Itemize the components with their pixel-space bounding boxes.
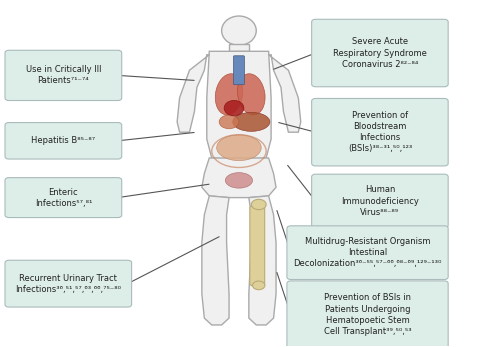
Text: Human
Immunodeficiency
Virus⁸⁸⁻⁸⁹: Human Immunodeficiency Virus⁸⁸⁻⁸⁹ xyxy=(341,185,419,217)
Text: Hepatitis B⁸⁵⁻⁸⁷: Hepatitis B⁸⁵⁻⁸⁷ xyxy=(32,136,96,145)
Text: Use in Critically Ill
Patients⁷¹⁻⁷⁴: Use in Critically Ill Patients⁷¹⁻⁷⁴ xyxy=(26,65,101,85)
Ellipse shape xyxy=(252,199,266,210)
Text: Severe Acute
Respiratory Syndrome
Coronavirus 2⁸²⁻⁸⁴: Severe Acute Respiratory Syndrome Corona… xyxy=(333,37,427,69)
Polygon shape xyxy=(249,196,276,325)
FancyBboxPatch shape xyxy=(250,206,264,286)
Polygon shape xyxy=(202,158,276,197)
Ellipse shape xyxy=(216,135,261,161)
Ellipse shape xyxy=(224,100,244,116)
Ellipse shape xyxy=(233,112,270,131)
FancyBboxPatch shape xyxy=(312,174,448,228)
Text: Prevention of
Bloodstream
Infections
(BSIs)³⁸⁻³¹,⁵⁰,¹²³: Prevention of Bloodstream Infections (BS… xyxy=(348,111,412,153)
Polygon shape xyxy=(177,55,210,132)
FancyBboxPatch shape xyxy=(5,50,121,101)
Polygon shape xyxy=(268,55,301,132)
Polygon shape xyxy=(229,44,249,51)
FancyBboxPatch shape xyxy=(287,226,448,280)
Text: Multidrug-Resistant Organism
Intestinal
Decolonization³⁶⁻⁵⁵,⁵⁷⁻⁶⁶,⁶⁸⁻⁶⁹,¹²⁹⁻¹³⁰: Multidrug-Resistant Organism Intestinal … xyxy=(294,237,442,268)
Ellipse shape xyxy=(219,115,239,129)
Polygon shape xyxy=(202,196,229,325)
FancyBboxPatch shape xyxy=(5,260,132,307)
Ellipse shape xyxy=(226,173,252,188)
Text: Recurrent Urinary Tract
Infections³⁶,⁵¹,⁵⁷,⁶³,⁶⁶,⁷⁵⁻⁸⁰: Recurrent Urinary Tract Infections³⁶,⁵¹,… xyxy=(16,273,122,294)
Ellipse shape xyxy=(238,74,265,115)
Ellipse shape xyxy=(216,74,243,115)
Ellipse shape xyxy=(252,281,265,290)
FancyBboxPatch shape xyxy=(5,122,121,159)
FancyBboxPatch shape xyxy=(312,19,448,87)
FancyBboxPatch shape xyxy=(5,178,121,218)
Ellipse shape xyxy=(222,16,256,45)
FancyBboxPatch shape xyxy=(312,99,448,166)
FancyBboxPatch shape xyxy=(287,281,448,347)
Text: Prevention of BSIs in
Patients Undergoing
Hematopoetic Stem
Cell Transplant³⁹,⁵⁰: Prevention of BSIs in Patients Undergoin… xyxy=(324,294,412,336)
Polygon shape xyxy=(207,51,271,160)
FancyBboxPatch shape xyxy=(234,56,244,85)
Text: Enteric
Infections⁵⁷,⁸¹: Enteric Infections⁵⁷,⁸¹ xyxy=(34,187,92,208)
